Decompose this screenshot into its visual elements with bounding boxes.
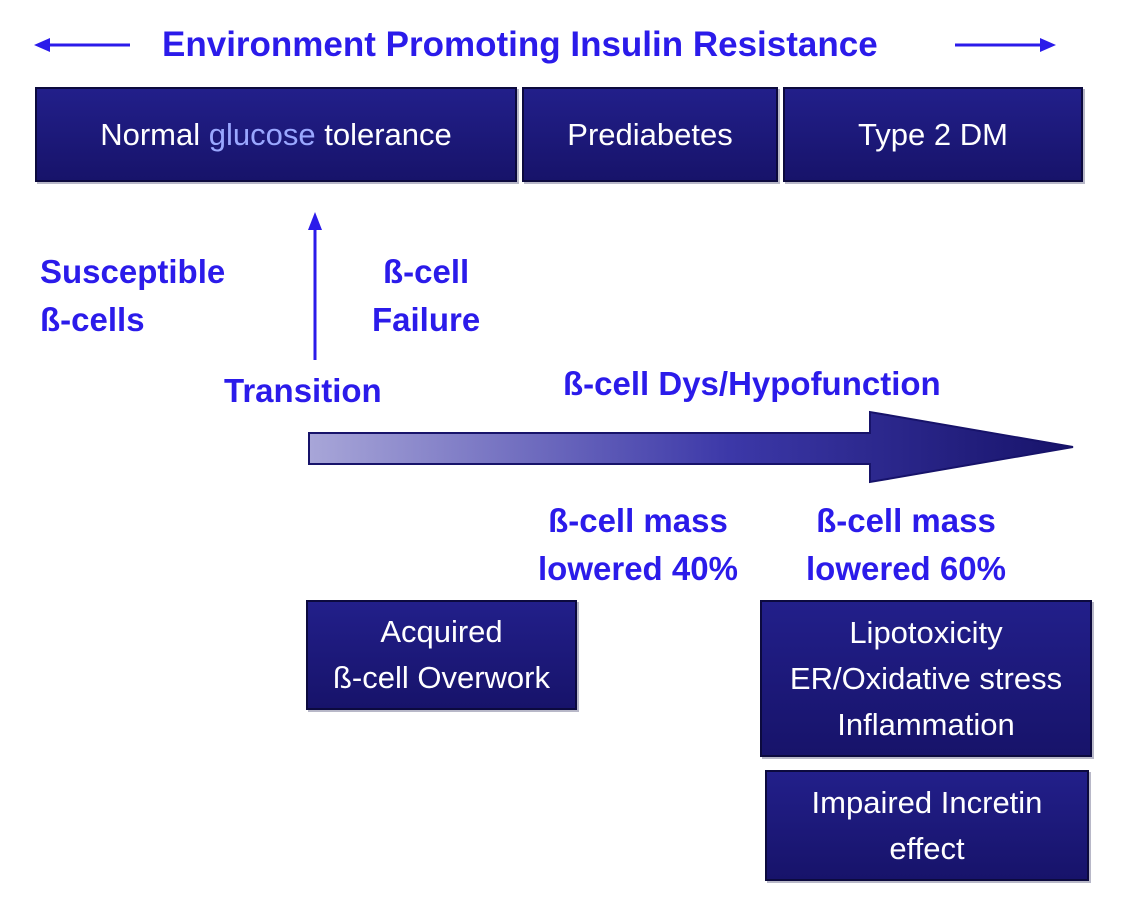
beta-cell-mass-60-label: ß-cell mass lowered 60%: [806, 497, 1006, 593]
arrow-right-icon: [955, 38, 1056, 52]
stage-prediabetes-label: Prediabetes: [567, 116, 733, 152]
mass60-line2: lowered 60%: [806, 550, 1006, 587]
lipo-line2: ER/Oxidative stress: [789, 660, 1063, 696]
susceptible-line1: Susceptible: [40, 253, 226, 290]
beta-cell-failure-label: ß-cell Failure: [372, 248, 480, 344]
overwork-line2: ß-cell Overwork: [332, 660, 550, 695]
incretin-line1: Impaired Incretin: [811, 784, 1043, 820]
stage-prediabetes: Prediabetes: [522, 87, 778, 182]
arrow-left-icon: [34, 38, 130, 52]
beta-cell-dysfunction-label: ß-cell Dys/Hypofunction: [563, 365, 941, 402]
mass40-line2: lowered 40%: [538, 550, 738, 587]
lipotoxicity-box: Lipotoxicity ER/Oxidative stress Inflamm…: [760, 600, 1092, 757]
lipo-line1: Lipotoxicity: [849, 614, 1003, 650]
stage-type2-label: Type 2 DM: [858, 116, 1008, 152]
stage-type2-dm: Type 2 DM: [783, 87, 1083, 182]
failure-line2: Failure: [372, 301, 481, 338]
mass60-line1: ß-cell mass: [816, 502, 996, 539]
transition-label: Transition: [224, 372, 382, 409]
stage-normal-suffix: tolerance: [315, 116, 452, 152]
susceptible-line2: ß-cells: [40, 301, 145, 338]
impaired-incretin-box: Impaired Incretin effect: [765, 770, 1089, 881]
glucose-highlight: glucose: [208, 116, 316, 152]
page-title: Environment Promoting Insulin Resistance: [162, 25, 878, 64]
mass40-line1: ß-cell mass: [548, 502, 728, 539]
stage-normal-label: Normal glucose tolerance: [100, 112, 452, 158]
stage-normal-glucose-tolerance: Normal glucose tolerance: [35, 87, 517, 182]
failure-line1: ß-cell: [383, 253, 470, 290]
progression-arrow: [308, 410, 1074, 484]
stage-normal-prefix: Normal: [100, 116, 209, 152]
acquired-overwork-box: Acquired ß-cell Overwork: [306, 600, 577, 710]
incretin-line2: effect: [889, 830, 965, 866]
arrow-up-icon: [308, 212, 322, 360]
overwork-line1: Acquired: [380, 614, 503, 649]
beta-cell-mass-40-label: ß-cell mass lowered 40%: [538, 497, 738, 593]
lipo-line3: Inflammation: [837, 706, 1015, 742]
susceptible-beta-cells-label: Susceptible ß-cells: [40, 248, 225, 344]
